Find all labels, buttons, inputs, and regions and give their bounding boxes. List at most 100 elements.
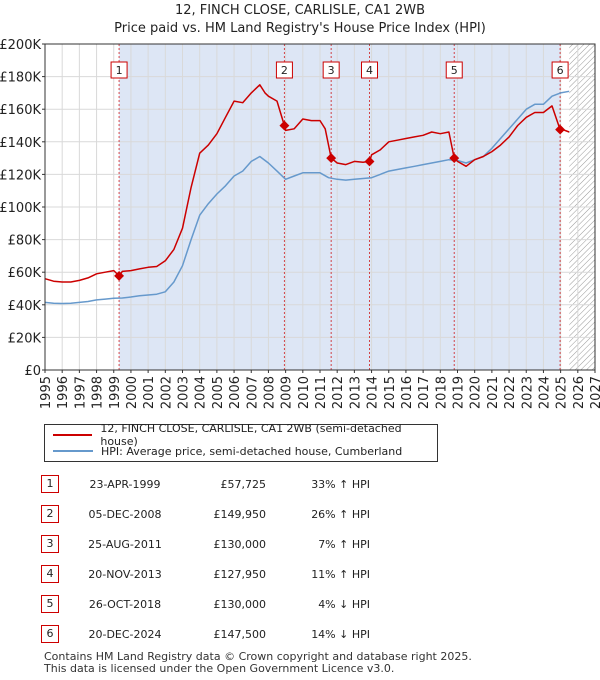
x-tick-label: 2006 [228, 376, 243, 409]
x-tick-label: 1997 [73, 376, 88, 409]
sale-hpi-diff: 26% ↑ HPI [311, 508, 370, 521]
sale-date: 25-AUG-2011 [88, 538, 162, 551]
y-tick-label: £120K [0, 168, 41, 183]
y-tick-label: £80K [8, 234, 42, 249]
footer-licence: This data is licensed under the Open Gov… [44, 662, 395, 675]
y-tick-label: £180K [0, 71, 41, 86]
x-tick-label: 2018 [434, 376, 449, 409]
x-tick-label: 2022 [503, 376, 518, 409]
sale-hpi-diff: 7% ↑ HPI [318, 538, 370, 551]
sale-number-label: 4 [366, 64, 373, 77]
x-tick-label: 2010 [297, 376, 312, 409]
footer-copyright: Contains HM Land Registry data © Crown c… [44, 650, 472, 663]
y-tick-label: £0 [24, 364, 41, 379]
sale-number-badge: 1 [41, 475, 59, 493]
x-tick-label: 2001 [142, 376, 157, 409]
footer-attribution: Contains HM Land Registry data © Crown c… [44, 651, 472, 675]
y-tick-label: £160K [0, 103, 41, 118]
sale-hpi-diff: 33% ↑ HPI [311, 478, 370, 491]
x-tick-label: 2021 [486, 376, 501, 409]
x-tick-label: 2013 [348, 376, 363, 409]
chart-legend: 12, FINCH CLOSE, CARLISLE, CA1 2WB (semi… [44, 422, 438, 462]
table-row: 2 05-DEC-2008 £149,950 26% ↑ HPI [0, 500, 600, 530]
table-row: 6 20-DEC-2024 £147,500 14% ↓ HPI [0, 620, 600, 650]
sale-price: £130,000 [213, 598, 267, 611]
sale-date: 20-DEC-2024 [88, 628, 162, 641]
y-tick-label: £140K [0, 136, 41, 151]
x-tick-label: 2005 [211, 376, 226, 409]
x-tick-label: 2012 [331, 376, 346, 409]
sale-point [326, 153, 337, 164]
legend-item-property: 12, FINCH CLOSE, CARLISLE, CA1 2WB (semi… [53, 422, 437, 448]
y-tick-label: £200K [0, 38, 41, 53]
table-row: 1 23-APR-1999 £57,725 33% ↑ HPI [0, 470, 600, 500]
x-tick-label: 2000 [125, 376, 140, 409]
x-tick-label: 2025 [555, 376, 570, 409]
x-tick-label: 1995 [39, 376, 54, 409]
sale-price: £57,725 [220, 478, 267, 491]
x-tick-label: 2023 [520, 376, 535, 409]
x-tick-label: 2016 [400, 376, 415, 409]
legend-swatch-property [53, 434, 93, 436]
x-tick-label: 2019 [452, 376, 467, 409]
x-tick-label: 1998 [91, 376, 106, 409]
legend-label-property: 12, FINCH CLOSE, CARLISLE, CA1 2WB (semi… [100, 422, 402, 448]
y-tick-label: £20K [8, 331, 42, 346]
x-tick-label: 2002 [159, 376, 174, 409]
sale-point [364, 156, 375, 167]
sale-number-box [445, 61, 463, 79]
x-tick-label: 2026 [572, 376, 587, 409]
table-row: 4 20-NOV-2013 £127,950 11% ↑ HPI [0, 560, 600, 590]
sale-number-box [110, 61, 128, 79]
x-tick-label: 2015 [383, 376, 398, 409]
sale-number-label: 1 [116, 64, 123, 77]
sale-point [555, 124, 566, 135]
x-tick-label: 2004 [194, 376, 209, 409]
sale-hpi-diff: 4% ↓ HPI [318, 598, 370, 611]
x-tick-label: 2027 [589, 376, 600, 409]
sale-number-box [361, 61, 378, 79]
sale-date: 20-NOV-2013 [88, 568, 162, 581]
x-tick-label: 1996 [56, 376, 71, 409]
sale-number-label: 6 [557, 64, 564, 77]
x-tick-label: 2007 [245, 376, 260, 409]
chart-subtitle: Price paid vs. HM Land Registry's House … [114, 21, 486, 36]
sale-price: £147,500 [213, 628, 267, 641]
sale-number-badge: 6 [41, 625, 59, 643]
legend-swatch-hpi [53, 450, 93, 452]
sale-number-badge: 2 [41, 505, 59, 523]
x-tick-label: 2024 [537, 376, 552, 409]
x-tick-label: 2008 [262, 376, 277, 409]
x-tick-label: 2009 [280, 376, 295, 409]
sale-price: £149,950 [213, 508, 267, 521]
sale-number-box [322, 61, 340, 79]
x-tick-label: 2020 [469, 376, 484, 409]
sale-number-label: 5 [451, 64, 458, 77]
table-row: 5 26-OCT-2018 £130,000 4% ↓ HPI [0, 590, 600, 620]
sale-number-label: 2 [281, 64, 288, 77]
sale-number-badge: 5 [41, 595, 59, 613]
sale-hpi-diff: 11% ↑ HPI [311, 568, 370, 581]
sale-point [449, 153, 460, 164]
legend-item-hpi: HPI: Average price, semi-detached house,… [53, 444, 402, 458]
y-tick-label: £60K [8, 266, 42, 281]
y-tick-label: £40K [8, 299, 42, 314]
x-tick-label: 1999 [108, 376, 123, 409]
sale-price: £130,000 [213, 538, 267, 551]
x-tick-label: 2014 [366, 376, 381, 409]
sale-number-box [275, 61, 293, 79]
sale-number-label: 3 [328, 64, 335, 77]
y-tick-label: £100K [0, 201, 41, 216]
sale-number-box [551, 61, 569, 79]
sale-date: 05-DEC-2008 [88, 508, 162, 521]
x-tick-label: 2003 [177, 376, 192, 409]
sale-hpi-diff: 14% ↓ HPI [311, 628, 370, 641]
table-row: 3 25-AUG-2011 £130,000 7% ↑ HPI [0, 530, 600, 560]
sale-number-badge: 4 [41, 565, 59, 583]
chart-title: 12, FINCH CLOSE, CARLISLE, CA1 2WB [174, 3, 426, 18]
sale-price: £127,950 [213, 568, 267, 581]
price-chart: 1 2 3 4 5 6 £0 £20K £40K £60K £80K £100K £120K £140K… [0, 38, 600, 409]
x-tick-label: 2017 [417, 376, 432, 409]
sale-date: 26-OCT-2018 [88, 598, 162, 611]
x-tick-label: 2011 [314, 376, 329, 409]
